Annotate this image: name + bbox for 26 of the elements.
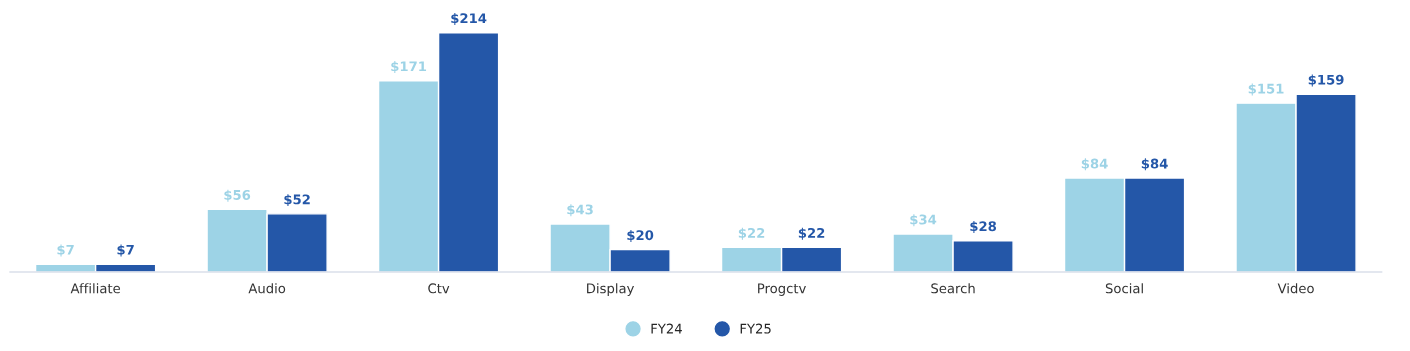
- x-tick-label: Display: [587, 283, 635, 296]
- data-label: $34: [910, 214, 937, 227]
- data-label: $214: [451, 12, 487, 25]
- data-label: $84: [1081, 158, 1108, 171]
- data-label: $22: [798, 227, 825, 240]
- data-label: $7: [117, 244, 134, 257]
- x-tick-label: Ctv: [428, 283, 450, 294]
- data-label: $159: [1308, 74, 1344, 87]
- data-label: $151: [1248, 83, 1284, 96]
- legend-label: FY24: [651, 323, 682, 334]
- x-tick-label: Progctv: [758, 283, 806, 296]
- data-label: $43: [567, 204, 593, 217]
- data-label: $56: [224, 189, 251, 202]
- data-label: $84: [1141, 158, 1168, 171]
- data-label: $7: [57, 244, 74, 257]
- x-tick-label: Search: [931, 283, 975, 294]
- data-label: $52: [284, 194, 310, 207]
- data-label: $28: [970, 221, 997, 233]
- x-tick-label: Audio: [248, 283, 286, 294]
- data-label: $22: [738, 227, 765, 240]
- x-tick-label: Social: [1105, 283, 1143, 294]
- x-tick-label: Video: [1277, 283, 1314, 294]
- data-label: $20: [627, 229, 654, 242]
- legend-label: FY25: [740, 323, 771, 334]
- data-label: $171: [391, 61, 427, 74]
- x-tick-label: Affiliate: [70, 283, 121, 294]
